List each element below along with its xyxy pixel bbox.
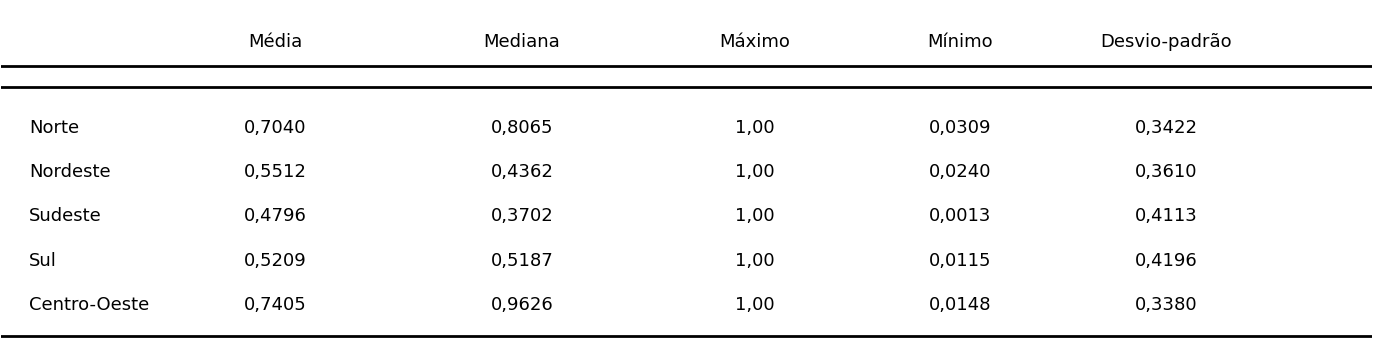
Text: 0,5187: 0,5187: [490, 252, 553, 270]
Text: 1,00: 1,00: [735, 296, 774, 314]
Text: 0,7405: 0,7405: [244, 296, 306, 314]
Text: 0,3422: 0,3422: [1134, 119, 1197, 137]
Text: 0,9626: 0,9626: [490, 296, 553, 314]
Text: 0,0240: 0,0240: [930, 163, 991, 181]
Text: 0,3610: 0,3610: [1135, 163, 1197, 181]
Text: 0,5209: 0,5209: [244, 252, 306, 270]
Text: Máximo: Máximo: [719, 33, 791, 51]
Text: 0,0013: 0,0013: [930, 207, 991, 225]
Text: Média: Média: [249, 33, 302, 51]
Text: 0,0148: 0,0148: [930, 296, 991, 314]
Text: Mediana: Mediana: [483, 33, 560, 51]
Text: 0,4362: 0,4362: [490, 163, 553, 181]
Text: 0,8065: 0,8065: [490, 119, 553, 137]
Text: 1,00: 1,00: [735, 207, 774, 225]
Text: 1,00: 1,00: [735, 252, 774, 270]
Text: Nordeste: Nordeste: [29, 163, 110, 181]
Text: Sul: Sul: [29, 252, 56, 270]
Text: Centro-Oeste: Centro-Oeste: [29, 296, 150, 314]
Text: Norte: Norte: [29, 119, 78, 137]
Text: Mínimo: Mínimo: [928, 33, 993, 51]
Text: Desvio-padrão: Desvio-padrão: [1100, 33, 1232, 51]
Text: 0,3380: 0,3380: [1134, 296, 1197, 314]
Text: 0,4113: 0,4113: [1134, 207, 1197, 225]
Text: 0,4196: 0,4196: [1134, 252, 1197, 270]
Text: 1,00: 1,00: [735, 163, 774, 181]
Text: 0,5512: 0,5512: [244, 163, 308, 181]
Text: Sudeste: Sudeste: [29, 207, 102, 225]
Text: 0,0309: 0,0309: [930, 119, 991, 137]
Text: 0,4796: 0,4796: [244, 207, 308, 225]
Text: 1,00: 1,00: [735, 119, 774, 137]
Text: 0,7040: 0,7040: [244, 119, 306, 137]
Text: 0,3702: 0,3702: [490, 207, 553, 225]
Text: 0,0115: 0,0115: [930, 252, 991, 270]
